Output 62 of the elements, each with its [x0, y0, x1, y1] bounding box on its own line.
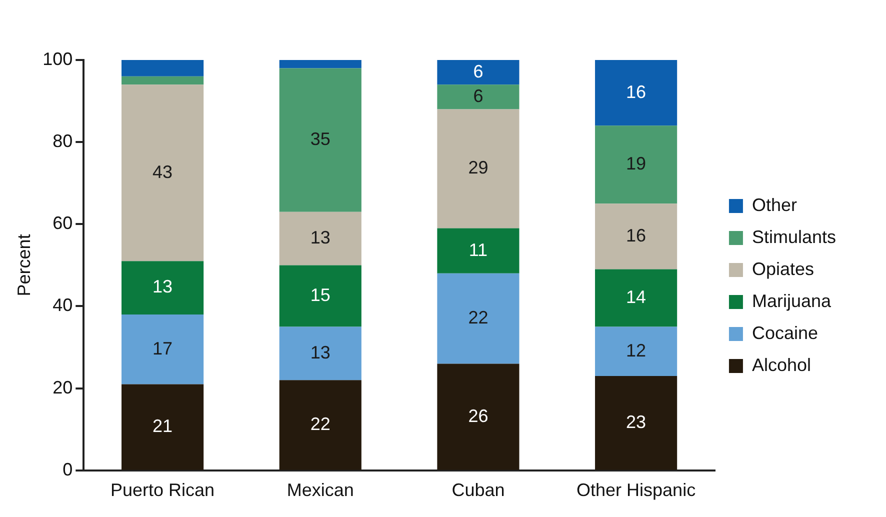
legend-label: Marijuana [752, 290, 832, 311]
data-label: 43 [152, 162, 173, 182]
y-tick-label: 100 [42, 48, 73, 69]
data-label: 26 [468, 406, 488, 426]
bar [279, 212, 362, 266]
bar [437, 109, 520, 228]
bar [279, 68, 362, 212]
x-tick-label: Cuban [452, 480, 505, 500]
legend-label: Other [752, 194, 797, 215]
bar [437, 84, 520, 110]
x-tick-label: Puerto Rican [110, 480, 215, 500]
bar [595, 204, 678, 270]
data-label: 13 [310, 227, 330, 248]
data-label: 13 [310, 342, 330, 362]
y-tick-label: 40 [52, 295, 73, 316]
bar [122, 60, 204, 76]
bar [437, 364, 520, 470]
bar [595, 126, 678, 204]
data-label: 23 [626, 412, 646, 432]
y-tick-label: 20 [52, 377, 73, 398]
legend-label: Alcohol [752, 354, 812, 375]
bar [279, 60, 362, 68]
bar [122, 84, 204, 262]
y-tick-label: 60 [52, 213, 73, 234]
bar [122, 261, 204, 314]
bar [595, 60, 678, 126]
data-label: 11 [468, 240, 488, 260]
bar [279, 265, 362, 327]
data-label: 17 [152, 338, 173, 358]
bar [122, 314, 204, 384]
data-label: 6 [473, 86, 484, 106]
legend-label: Cocaine [752, 322, 818, 343]
bar [595, 269, 678, 327]
data-label: 16 [626, 82, 646, 102]
bar [122, 76, 204, 85]
data-label: 22 [310, 414, 330, 434]
bar [279, 326, 362, 380]
bar [122, 384, 204, 470]
y-tick-label: 0 [62, 459, 73, 480]
data-label: 21 [152, 416, 173, 436]
x-tick-label: Other Hispanic [576, 480, 696, 500]
bar [437, 60, 520, 85]
data-label: 16 [626, 225, 646, 246]
data-label: 6 [473, 61, 484, 82]
bar [437, 228, 520, 274]
bar [595, 326, 678, 376]
data-label: 19 [626, 154, 646, 174]
bar [437, 273, 520, 364]
data-label: 14 [626, 287, 646, 307]
data-label: 15 [310, 284, 330, 305]
bar [279, 380, 362, 470]
data-label: 13 [152, 276, 173, 297]
x-tick-label: Mexican [286, 480, 354, 500]
legend-label: Stimulants [752, 226, 836, 247]
y-axis-title: Percent [14, 234, 34, 296]
data-label: 29 [468, 158, 488, 178]
y-tick-label: 80 [52, 131, 73, 152]
data-label: 12 [626, 340, 646, 360]
bar [595, 376, 678, 470]
data-label: 35 [310, 128, 330, 149]
legend-label: Opiates [752, 258, 814, 279]
data-label: 22 [468, 308, 488, 328]
